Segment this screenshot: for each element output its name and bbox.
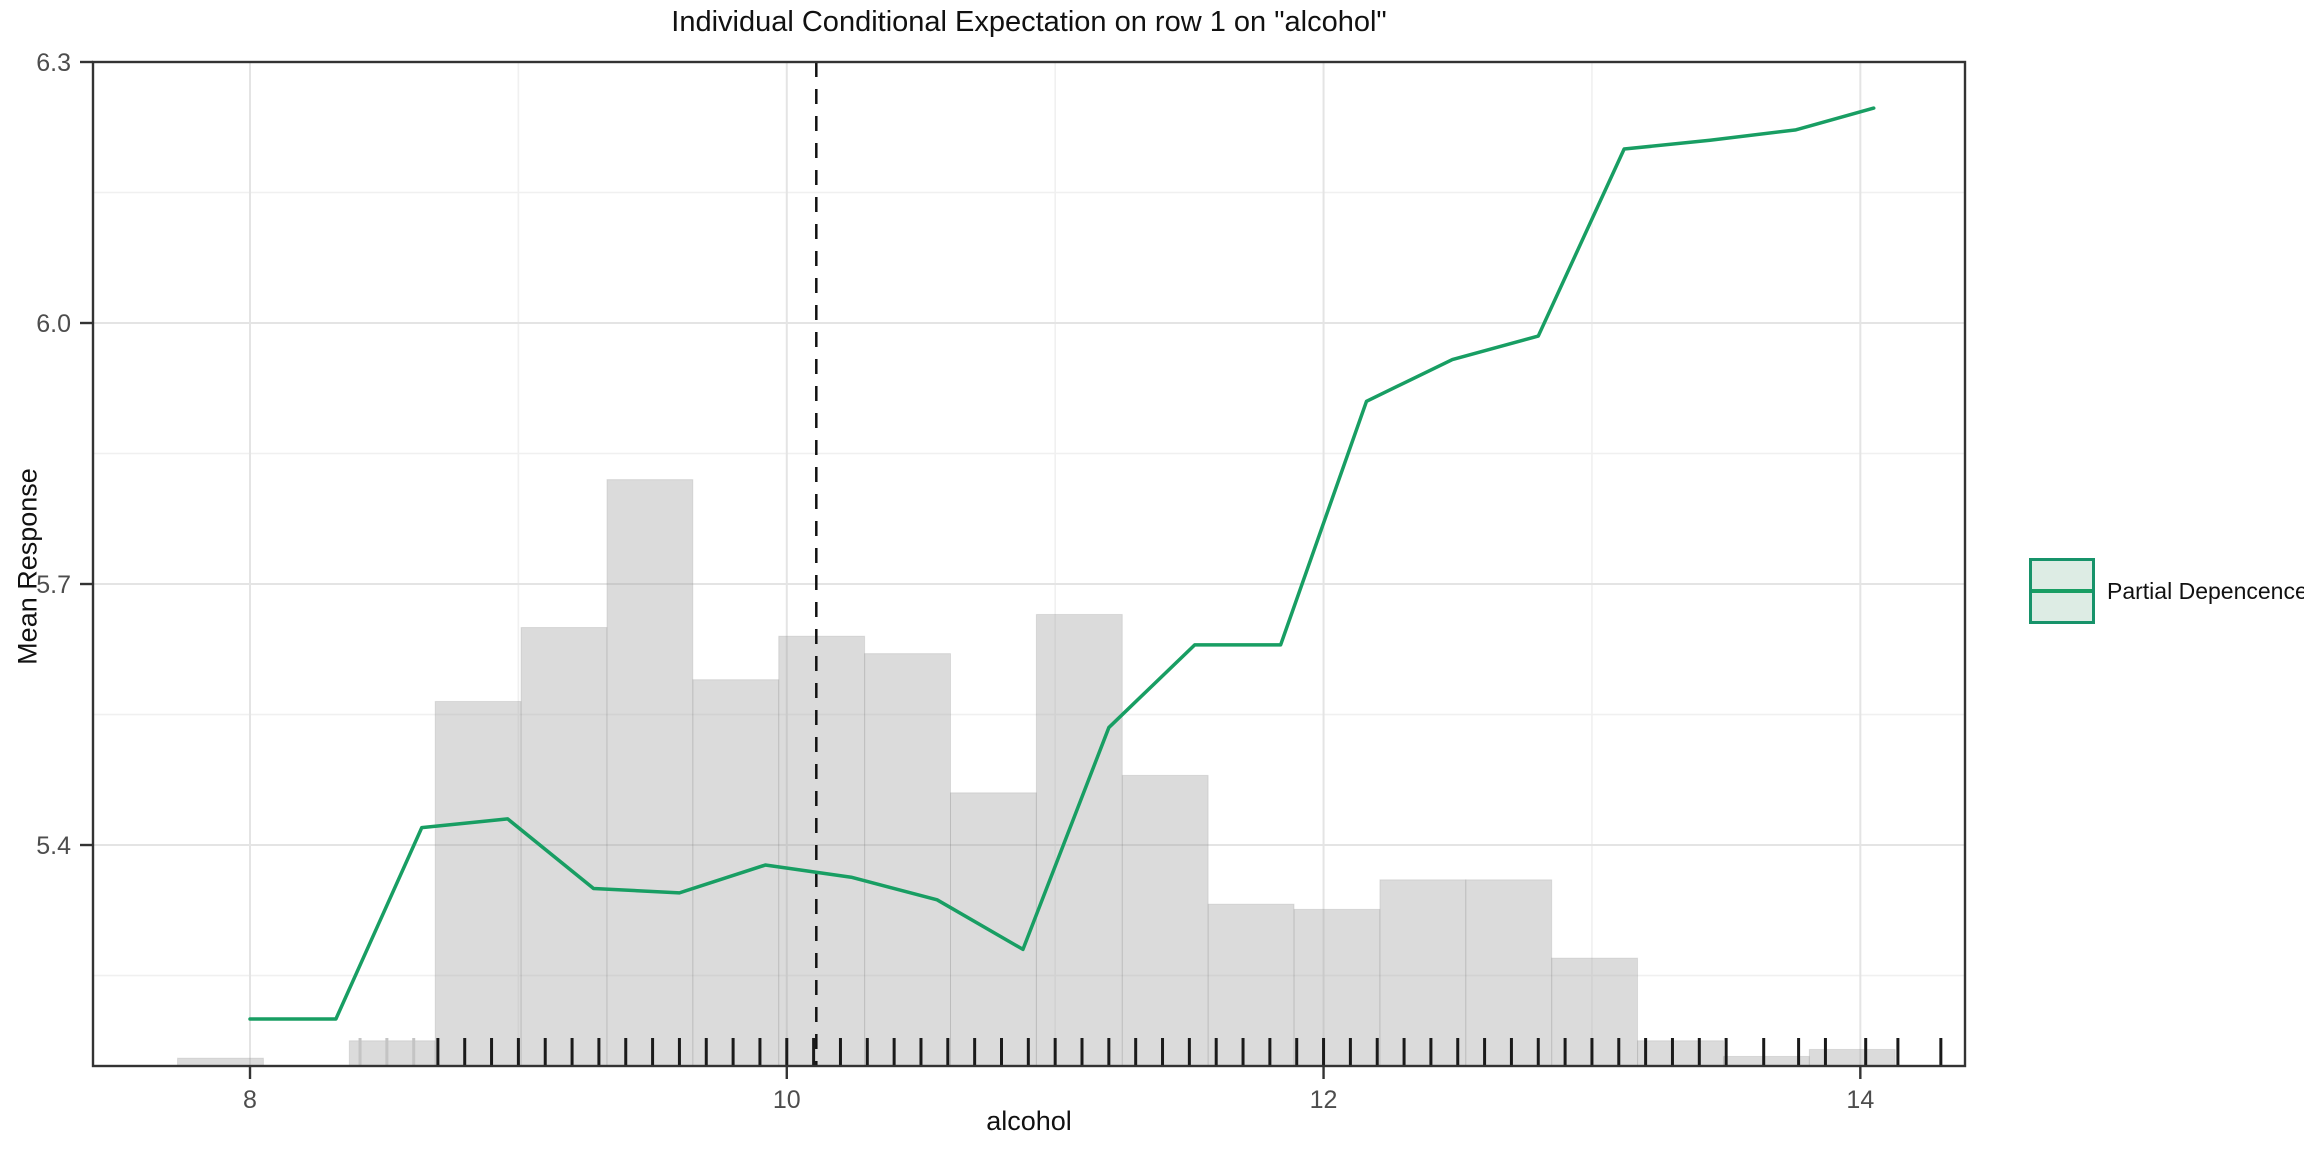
y-tick-label: 5.4 <box>36 832 71 860</box>
x-tick-label: 10 <box>773 1086 801 1114</box>
y-tick-label: 6.3 <box>36 49 71 77</box>
histogram-bar <box>1121 774 1209 1067</box>
histogram-bar <box>606 479 694 1067</box>
legend-label: Partial Depencence <box>2107 577 2304 604</box>
histogram-bar <box>949 792 1037 1067</box>
histogram-bar <box>1637 1040 1724 1067</box>
y-tick-label: 5.7 <box>36 571 71 599</box>
histogram-bar <box>778 635 866 1067</box>
histogram-bar <box>864 653 951 1067</box>
histogram-bar <box>1293 908 1381 1067</box>
legend-key-line-icon <box>2032 589 2092 593</box>
histogram-bar <box>348 1040 436 1067</box>
histogram-bar <box>1808 1048 1896 1067</box>
legend: Partial Depencence <box>2029 558 2304 624</box>
histogram-bar <box>1207 903 1295 1067</box>
x-tick-label: 8 <box>243 1086 257 1114</box>
x-tick-label: 14 <box>1846 1086 1874 1114</box>
panel-background <box>93 62 1965 1066</box>
y-axis-title: Mean Response <box>12 468 43 665</box>
histogram-bar <box>1035 613 1123 1067</box>
y-tick-label: 6.0 <box>36 310 71 338</box>
histogram-bar <box>1722 1055 1810 1067</box>
panel-border <box>91 60 1967 1068</box>
partial-dependence-line <box>248 106 1876 1021</box>
histogram-bar <box>520 627 608 1067</box>
x-axis-title: alcohol <box>986 1106 1072 1136</box>
histogram-bar <box>434 700 522 1067</box>
histogram-bar <box>1465 879 1553 1067</box>
legend-key-icon <box>2029 558 2095 624</box>
histogram-bar <box>1379 879 1467 1067</box>
x-tick-label: 12 <box>1310 1086 1338 1114</box>
chart-title: Individual Conditional Expectation on ro… <box>671 6 1387 38</box>
